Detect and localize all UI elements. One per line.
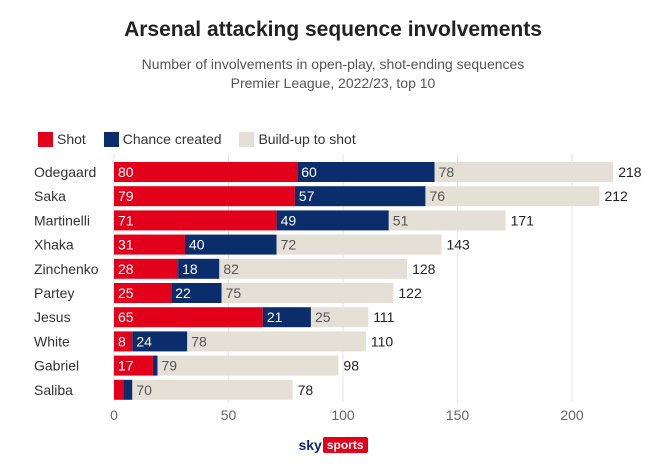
- data-label-jesus-build-up: 25: [315, 309, 331, 325]
- data-label-jesus-shot: 65: [118, 309, 134, 325]
- data-label-zinchenko-build-up: 82: [223, 261, 239, 277]
- data-label-gabriel-shot: 17: [118, 358, 134, 374]
- y-category-label-partey: Partey: [34, 285, 74, 301]
- logo-sports-text: sports: [322, 436, 368, 453]
- data-label-saka-chance-created: 57: [299, 188, 315, 204]
- y-category-label-zinchenko: Zinchenko: [34, 261, 99, 277]
- data-label-odegaard-chance-created: 60: [301, 164, 317, 180]
- data-label-odegaard-build-up: 78: [439, 164, 455, 180]
- data-label-odegaard-shot: 80: [118, 164, 134, 180]
- bar-segment-saliba-build-up: [132, 379, 293, 400]
- bar-segment-partey-chance-created: [171, 283, 222, 303]
- x-tick-label-150: 150: [446, 407, 470, 423]
- bar-segment-zinchenko-shot: [114, 258, 179, 279]
- data-label-partey-chance-created: 22: [175, 285, 191, 301]
- bar-segment-xhaka-chance-created: [184, 234, 277, 255]
- data-label-partey-build-up: 75: [226, 285, 242, 301]
- bar-segment-saka-build-up: [425, 186, 600, 207]
- data-label-martinelli-build-up: 51: [393, 212, 409, 228]
- data-label-zinchenko-shot: 28: [118, 261, 134, 277]
- data-label-xhaka-shot: 31: [118, 237, 134, 253]
- data-label-white-shot: 8: [118, 333, 126, 349]
- data-label-white-chance-created: 24: [136, 333, 152, 349]
- total-label-jesus: 111: [373, 309, 394, 325]
- sky-sports-logo: sky sports: [0, 436, 666, 454]
- bar-segment-white-chance-created: [132, 331, 188, 352]
- data-label-jesus-chance-created: 21: [267, 309, 283, 325]
- total-label-zinchenko: 128: [412, 261, 436, 277]
- data-label-xhaka-build-up: 72: [281, 237, 297, 253]
- total-label-gabriel: 98: [343, 358, 359, 374]
- bar-segment-xhaka-shot: [114, 234, 185, 255]
- y-category-label-odegaard: Odegaard: [34, 164, 96, 180]
- chart-title: Arsenal attacking sequence involvements: [124, 18, 542, 41]
- legend-label-chance-created: Chance created: [122, 131, 222, 148]
- total-label-saka: 212: [604, 188, 628, 204]
- data-label-partey-shot: 25: [118, 285, 134, 301]
- data-label-saliba-build-up: 70: [136, 382, 152, 398]
- total-label-xhaka: 143: [446, 237, 470, 253]
- data-label-xhaka-chance-created: 40: [189, 237, 205, 253]
- y-category-label-xhaka: Xhaka: [34, 237, 74, 253]
- x-tick-label-50: 50: [221, 407, 237, 423]
- legend-swatch-chance-created: [103, 131, 119, 147]
- data-label-martinelli-chance-created: 49: [281, 212, 297, 228]
- x-tick-label-100: 100: [331, 407, 355, 423]
- bar-segment-gabriel-shot: [114, 355, 153, 376]
- chart-subtitle-season: Premier League, 2022/23, top 10: [230, 75, 436, 91]
- data-label-saka-shot: 79: [118, 188, 134, 204]
- bar-segment-partey-build-up: [221, 283, 394, 303]
- data-label-martinelli-shot: 71: [118, 212, 134, 228]
- data-label-white-build-up: 78: [191, 333, 207, 349]
- bar-segment-saliba-chance-created: [123, 379, 133, 400]
- x-tick-label-0: 0: [110, 407, 118, 423]
- bar-segment-odegaard-shot: [114, 162, 298, 182]
- bar-segment-jesus-shot: [114, 307, 263, 328]
- bar-segment-partey-shot: [114, 283, 172, 303]
- y-category-label-saliba: Saliba: [34, 382, 73, 398]
- bar-segment-jesus-chance-created: [262, 307, 311, 328]
- y-category-label-martinelli: Martinelli: [34, 212, 90, 228]
- bar-segment-zinchenko-build-up: [219, 258, 408, 279]
- legend: Shot Chance created Build-up to shot: [38, 130, 370, 147]
- bar-segment-martinelli-build-up: [388, 210, 506, 231]
- data-label-saka-build-up: 76: [429, 188, 445, 204]
- bar-segment-martinelli-chance-created: [276, 210, 389, 231]
- total-label-martinelli: 171: [511, 212, 535, 228]
- bar-segment-saka-shot: [114, 186, 295, 207]
- bar-segment-white-build-up: [187, 331, 366, 352]
- total-label-partey: 122: [398, 285, 422, 301]
- x-tick-label-200: 200: [560, 407, 584, 423]
- chart-subtitle: Number of involvements in open-play, sho…: [141, 56, 525, 72]
- logo-sky-text: sky: [298, 436, 322, 453]
- legend-label-shot: Shot: [57, 131, 86, 148]
- bar-segment-odegaard-chance-created: [297, 162, 435, 182]
- bar-segment-odegaard-build-up: [434, 162, 614, 182]
- bar-segment-saliba-shot: [114, 379, 124, 400]
- total-label-saliba: 78: [298, 382, 314, 398]
- bar-segment-white-shot: [114, 331, 133, 352]
- bar-segment-xhaka-build-up: [276, 234, 442, 255]
- bar-segment-jesus-build-up: [310, 307, 369, 328]
- bar-segment-gabriel-chance-created: [152, 355, 158, 376]
- y-category-label-jesus: Jesus: [34, 309, 71, 325]
- bar-segment-martinelli-shot: [114, 210, 277, 231]
- y-category-label-saka: Saka: [34, 188, 66, 204]
- data-label-zinchenko-chance-created: 18: [182, 261, 198, 277]
- y-category-label-gabriel: Gabriel: [34, 358, 79, 374]
- y-category-label-white: White: [34, 333, 70, 349]
- data-label-gabriel-build-up: 79: [162, 358, 178, 374]
- legend-label-build-up: Build-up to shot: [258, 131, 356, 148]
- total-label-white: 110: [371, 333, 394, 349]
- legend-swatch-build-up: [239, 131, 255, 147]
- bar-segment-saka-chance-created: [294, 186, 426, 207]
- bar-segment-zinchenko-chance-created: [178, 258, 220, 279]
- legend-swatch-shot: [38, 131, 53, 147]
- bar-segment-gabriel-build-up: [157, 355, 339, 376]
- total-label-odegaard: 218: [618, 164, 642, 180]
